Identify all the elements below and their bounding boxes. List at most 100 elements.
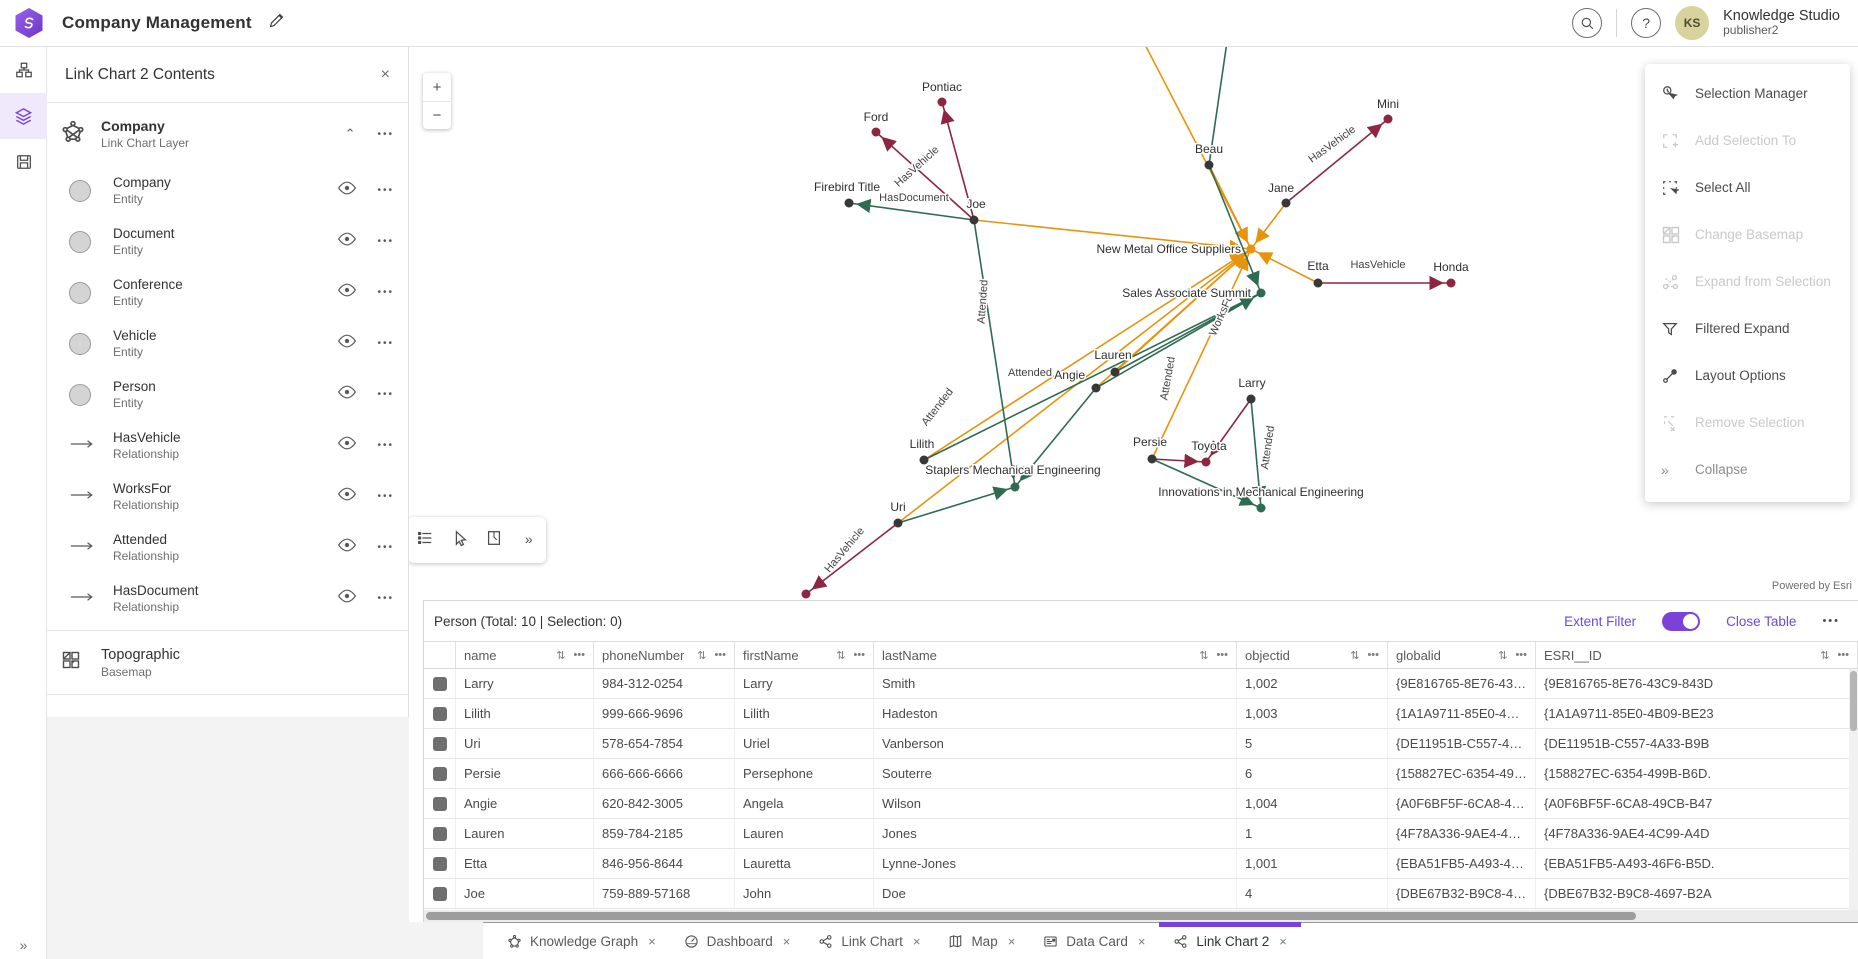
row-checkbox[interactable] bbox=[432, 676, 447, 691]
visibility-eye-icon[interactable] bbox=[337, 181, 357, 200]
layer-item-hasdocument[interactable]: HasDocument Relationship ••• bbox=[47, 573, 408, 624]
item-menu-button[interactable]: ••• bbox=[377, 287, 394, 298]
column-header-name[interactable]: name ⇅ ••• bbox=[456, 642, 594, 668]
node-pontiac[interactable] bbox=[937, 97, 947, 107]
edge-jane-newmetal[interactable] bbox=[1250, 202, 1287, 250]
row-checkbox[interactable] bbox=[432, 706, 447, 721]
edge-lauren-sales[interactable] bbox=[1114, 292, 1262, 373]
horizontal-scrollbar-thumb[interactable] bbox=[426, 912, 1636, 920]
close-tab-icon[interactable]: × bbox=[1007, 933, 1016, 949]
row-checkbox[interactable] bbox=[432, 856, 447, 871]
visibility-eye-icon[interactable] bbox=[337, 283, 357, 302]
menu-item-selection-manager[interactable]: Selection Manager bbox=[1645, 70, 1850, 117]
column-menu-icon[interactable]: ••• bbox=[573, 649, 585, 661]
layer-item-attended[interactable]: Attended Relationship ••• bbox=[47, 522, 408, 573]
column-menu-icon[interactable]: ••• bbox=[714, 649, 726, 661]
visibility-eye-icon[interactable] bbox=[337, 487, 357, 506]
layer-menu-button[interactable]: ••• bbox=[377, 128, 394, 140]
node-mini[interactable] bbox=[1383, 114, 1393, 124]
edge-larry-toyota[interactable] bbox=[1205, 398, 1252, 463]
node-honda[interactable] bbox=[1446, 278, 1456, 288]
node-joe[interactable] bbox=[969, 215, 979, 225]
node-jane[interactable] bbox=[1281, 198, 1291, 208]
column-menu-icon[interactable]: ••• bbox=[1837, 649, 1849, 661]
node-staplers[interactable] bbox=[1010, 482, 1020, 492]
help-button[interactable]: ? bbox=[1631, 8, 1662, 38]
node-voff[interactable] bbox=[801, 589, 811, 599]
edge-ptop2-newmetal[interactable] bbox=[1139, 34, 1252, 250]
edge-beau-ptop1[interactable] bbox=[1208, 34, 1229, 166]
node-lilith[interactable] bbox=[919, 455, 929, 465]
layer-item-person[interactable]: Person Entity ••• bbox=[47, 369, 408, 420]
edge-uri-staplers[interactable] bbox=[897, 486, 1016, 524]
sort-icon[interactable]: ⇅ bbox=[836, 649, 846, 662]
layer-header-company[interactable]: Company Link Chart Layer ⌃ ••• bbox=[47, 103, 408, 165]
node-larry[interactable] bbox=[1246, 394, 1256, 404]
item-menu-button[interactable]: ••• bbox=[377, 185, 394, 196]
tab-dashboard[interactable]: Dashboard × bbox=[670, 923, 805, 959]
node-etta[interactable] bbox=[1313, 278, 1323, 288]
horizontal-scrollbar[interactable] bbox=[424, 910, 1858, 922]
close-tab-icon[interactable]: × bbox=[912, 933, 921, 949]
node-beau[interactable] bbox=[1204, 160, 1214, 170]
toolbar-select-rectangle-button[interactable] bbox=[481, 527, 507, 553]
node-uri[interactable] bbox=[893, 518, 903, 528]
node-toyota[interactable] bbox=[1201, 457, 1211, 467]
edge-uri-voff[interactable] bbox=[805, 522, 899, 595]
item-menu-button[interactable]: ••• bbox=[377, 236, 394, 247]
table-menu-button[interactable]: ••• bbox=[1822, 615, 1840, 627]
item-menu-button[interactable]: ••• bbox=[377, 338, 394, 349]
row-checkbox[interactable] bbox=[432, 886, 447, 901]
row-checkbox[interactable] bbox=[432, 826, 447, 841]
table-row[interactable]: Joe 759-889-57168 John Doe 4 {DBE67B32-B9C8-4… bbox=[424, 879, 1858, 909]
node-newmetal[interactable] bbox=[1246, 244, 1256, 254]
sort-icon[interactable]: ⇅ bbox=[697, 649, 707, 662]
row-checkbox[interactable] bbox=[432, 736, 447, 751]
zoom-in-button[interactable]: + bbox=[432, 78, 442, 96]
menu-item-layout-options[interactable]: Layout Options bbox=[1645, 352, 1850, 399]
layer-item-company[interactable]: Company Entity ••• bbox=[47, 165, 408, 216]
visibility-eye-icon[interactable] bbox=[337, 538, 357, 557]
node-innovations[interactable] bbox=[1256, 503, 1266, 513]
menu-item-filtered-expand[interactable]: Filtered Expand bbox=[1645, 305, 1850, 352]
edge-angie-newmetal[interactable] bbox=[1095, 248, 1252, 389]
layer-item-document[interactable]: Document Entity ••• bbox=[47, 216, 408, 267]
column-header-objectid[interactable]: objectid ⇅ ••• bbox=[1237, 642, 1388, 668]
row-checkbox[interactable] bbox=[432, 796, 447, 811]
edge-larry-innovations[interactable] bbox=[1250, 398, 1267, 509]
item-menu-button[interactable]: ••• bbox=[377, 440, 394, 451]
edge-persie-newmetal[interactable] bbox=[1151, 248, 1252, 460]
column-menu-icon[interactable]: ••• bbox=[1515, 649, 1527, 661]
node-persie[interactable] bbox=[1147, 454, 1157, 464]
node-angie[interactable] bbox=[1091, 383, 1101, 393]
column-menu-icon[interactable]: ••• bbox=[1367, 649, 1379, 661]
edge-persie-innovations[interactable] bbox=[1151, 458, 1262, 509]
link-chart-canvas[interactable]: HasVehicle HasVehicle HasVehicle HasVehicle… bbox=[408, 34, 1858, 600]
item-menu-button[interactable]: ••• bbox=[377, 542, 394, 553]
item-menu-button[interactable]: ••• bbox=[377, 389, 394, 400]
edge-joe-staplers[interactable] bbox=[973, 219, 1019, 488]
edge-etta-newmetal[interactable] bbox=[1250, 248, 1319, 284]
column-header-firstName[interactable]: firstName ⇅ ••• bbox=[735, 642, 874, 668]
rail-layers-button[interactable] bbox=[0, 93, 47, 139]
vertical-scrollbar-thumb[interactable] bbox=[1850, 671, 1857, 731]
table-row[interactable]: Uri 578-654-7854 Uriel Vanberson 5 {DE11951B-… bbox=[424, 729, 1858, 759]
rail-collapse-button[interactable]: » bbox=[19, 937, 28, 953]
table-row[interactable]: Lauren 859-784-2185 Lauren Jones 1 {4F78A336-… bbox=[424, 819, 1858, 849]
table-row[interactable]: Larry 984-312-0254 Larry Smith 1,002 {9E81676… bbox=[424, 669, 1858, 699]
column-menu-icon[interactable]: ••• bbox=[1216, 649, 1228, 661]
edge-lilith-sales[interactable] bbox=[923, 292, 1262, 461]
close-tab-icon[interactable]: × bbox=[648, 933, 656, 949]
tab-map[interactable]: Map × bbox=[934, 923, 1029, 959]
visibility-eye-icon[interactable] bbox=[337, 589, 357, 608]
edge-joe-newmetal[interactable] bbox=[973, 219, 1252, 254]
sort-icon[interactable]: ⇅ bbox=[1350, 649, 1360, 662]
edge-angie-sales[interactable] bbox=[1095, 292, 1262, 389]
edge-joe-pontiac[interactable] bbox=[940, 101, 975, 221]
account-info[interactable]: Knowledge Studio publisher2 bbox=[1723, 8, 1840, 38]
close-tab-icon[interactable]: × bbox=[1279, 933, 1287, 949]
rail-schema-button[interactable] bbox=[0, 47, 47, 93]
edge-joe-ford[interactable] bbox=[875, 131, 975, 221]
close-tab-icon[interactable]: × bbox=[1137, 933, 1146, 949]
toolbar-list-button[interactable] bbox=[412, 527, 438, 553]
